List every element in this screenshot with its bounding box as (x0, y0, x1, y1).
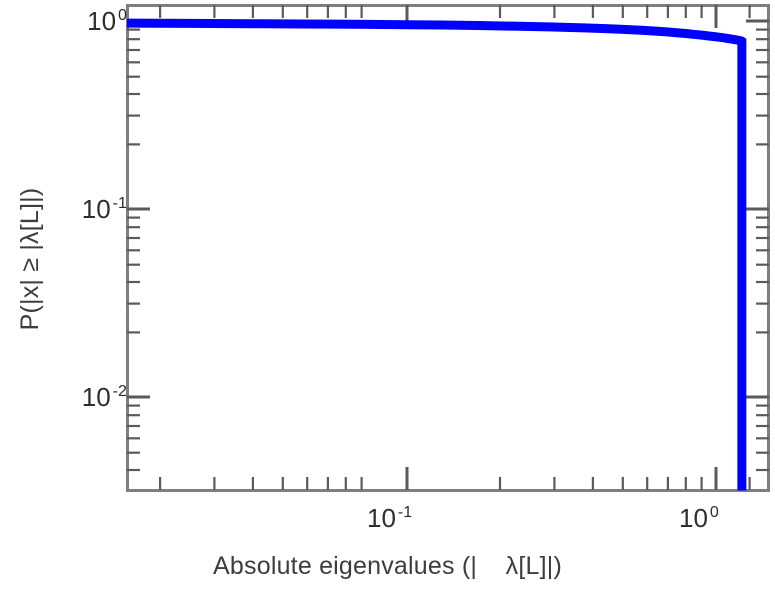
y-tick-label-0p01: 10 -2 (81, 382, 127, 412)
y-axis-title: P(|x| ≥ |λ[L]|) (16, 187, 44, 331)
data-series-group (126, 18, 747, 491)
y-axis-title-wrapper: P(|x| ≥ |λ[L]|) (16, 9, 48, 509)
x-axis-ticks (159, 5, 751, 490)
x-axis-title: Absolute eigenvalues (| λ[L]|) (213, 552, 562, 580)
y-tick-label-1: 10 0 (87, 6, 127, 36)
y-axis-ticks (127, 19, 769, 472)
y-tick-label-0p1: 10 -1 (81, 194, 127, 224)
x-tick-label-0p1: 10 -1 (367, 503, 413, 533)
axes-frame (126, 4, 770, 492)
x-tick-label-1: 10 0 (679, 503, 719, 533)
ccdf-curve (126, 18, 747, 491)
plot-border (126, 4, 770, 492)
